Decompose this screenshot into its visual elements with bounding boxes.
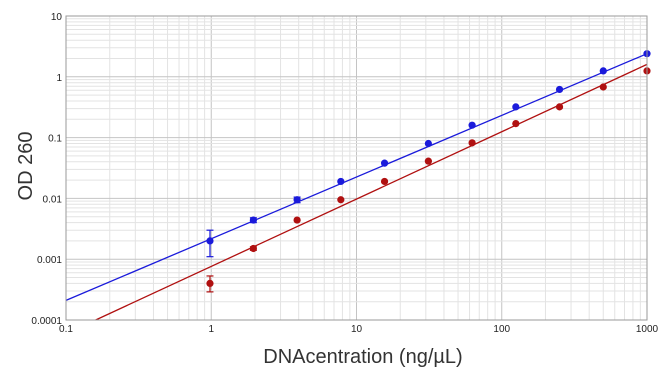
- blue-data-point: [337, 177, 345, 186]
- x-axis-title: DNAcentration (ng/µL): [263, 346, 462, 368]
- blue-data-point: [249, 216, 257, 224]
- x-tick-label: 1000: [636, 324, 659, 335]
- red-data-point: [206, 279, 214, 287]
- data-points: [206, 50, 651, 287]
- blue-data-point: [293, 196, 301, 204]
- red-data-point: [512, 119, 520, 128]
- blue-data-point: [424, 139, 432, 148]
- y-tick-label: 0.1: [48, 134, 62, 145]
- plot-grid: [65, 16, 647, 321]
- fit-lines: [65, 53, 648, 321]
- red-data-point: [555, 103, 564, 111]
- blue-data-point: [512, 103, 520, 111]
- blue-data-point: [206, 237, 214, 245]
- red-data-point: [249, 244, 257, 253]
- blue-data-point: [380, 159, 389, 167]
- red-data-point: [468, 139, 476, 147]
- y-tick-label: 0.0001: [31, 316, 62, 327]
- blue-data-point: [555, 85, 564, 94]
- red-data-point: [380, 177, 389, 186]
- blue-data-point: [599, 67, 607, 75]
- y-tick-label: 0.01: [43, 194, 63, 205]
- x-tick-label: 100: [493, 324, 510, 335]
- y-tick-label: 1: [56, 73, 62, 84]
- x-tick-label: 0.1: [59, 324, 73, 335]
- red-fit-line: [95, 63, 648, 321]
- blue-fit-line: [65, 53, 648, 302]
- y-axis-title: OD 260: [15, 132, 37, 201]
- red-data-point: [293, 216, 301, 224]
- red-data-point: [424, 157, 432, 165]
- x-tick-label: 10: [351, 324, 363, 335]
- y-tick-label: 0.001: [37, 255, 62, 266]
- x-axis-ticks: 0.1 1 10 100 1000: [59, 324, 659, 335]
- red-data-point: [337, 196, 345, 204]
- x-tick-label: 1: [208, 324, 214, 335]
- plot-frame: [65, 15, 648, 321]
- blue-data-point: [468, 121, 476, 129]
- red-data-point: [599, 83, 607, 91]
- y-tick-label: 10: [51, 12, 63, 23]
- y-axis-ticks: 0.0001 0.001 0.01 0.1 1 10: [31, 12, 62, 327]
